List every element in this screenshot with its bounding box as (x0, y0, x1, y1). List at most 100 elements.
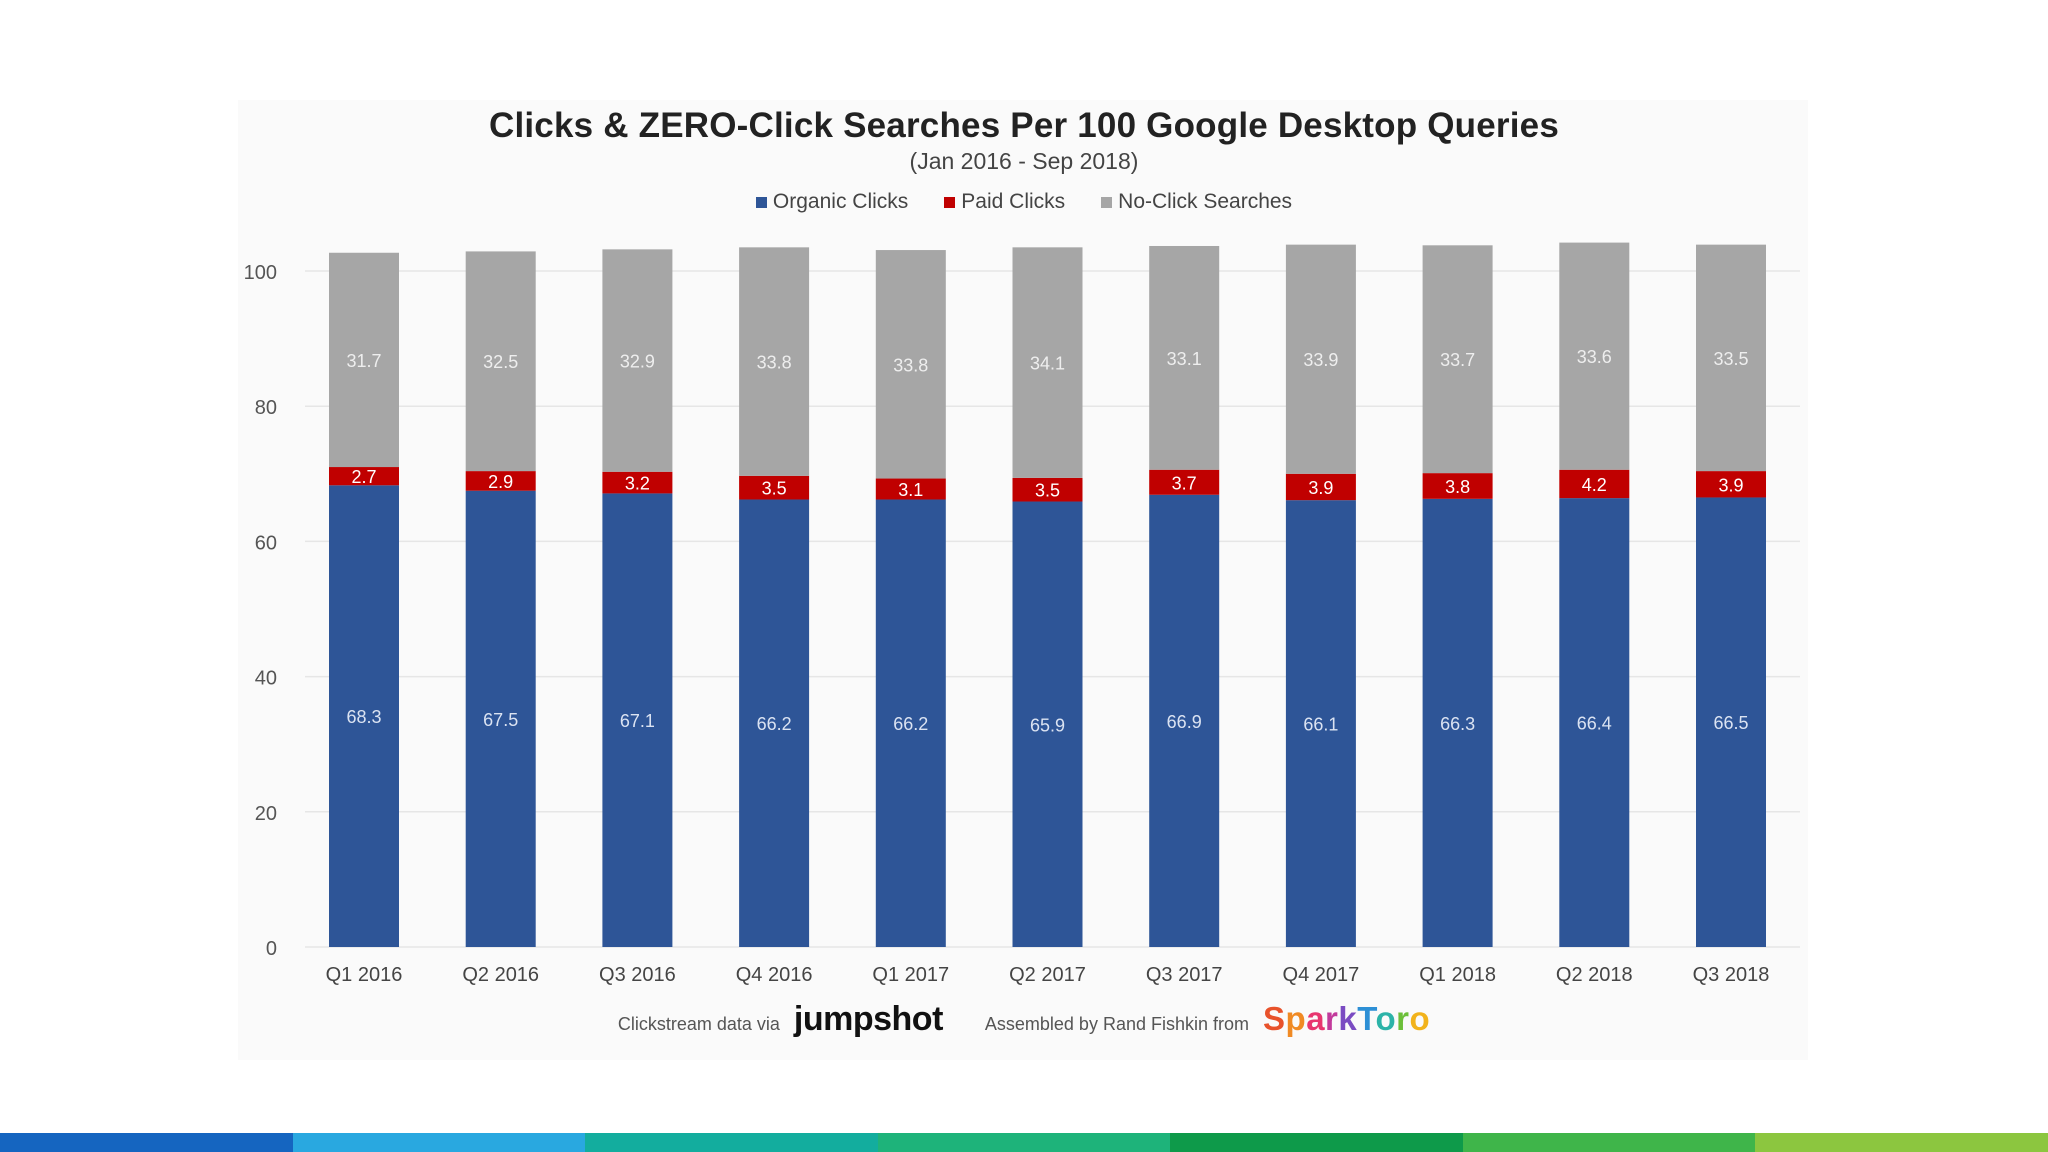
legend-item-organic: Organic Clicks (755, 190, 909, 214)
data-label: 66.4 (1577, 714, 1612, 734)
data-label: 3.8 (1445, 477, 1470, 497)
bar-segment (1285, 473, 1356, 501)
bar-segment (329, 485, 399, 947)
chart-legend: Organic Clicks Paid Clicks No-Click Sear… (0, 190, 2048, 214)
x-tick-label: Q3 2016 (599, 964, 676, 986)
bar-segment (1012, 247, 1083, 478)
bar-segment (875, 478, 946, 500)
legend-label-no-click: No-Click Searches (1118, 190, 1293, 213)
data-label: 68.3 (346, 707, 381, 727)
bar-segment (465, 490, 536, 947)
data-label: 66.5 (1713, 713, 1748, 733)
sparktoro-logo: SparkToro (1263, 1000, 1431, 1037)
bar-segment (1559, 498, 1630, 947)
data-label: 3.9 (1308, 478, 1333, 498)
bar-segment (1149, 494, 1220, 947)
bar-segment (1012, 501, 1083, 947)
y-tick-label: 0 (266, 938, 277, 960)
x-tick-label: Q1 2017 (872, 964, 949, 986)
y-tick-label: 80 (255, 397, 277, 419)
bar-segment (329, 252, 399, 468)
data-label: 34.1 (1030, 354, 1065, 374)
bar-segment (602, 493, 673, 947)
x-tick-label: Q1 2018 (1419, 964, 1496, 986)
data-label: 33.1 (1167, 349, 1202, 369)
legend-item-paid: Paid Clicks (944, 190, 1065, 214)
bar-segment (1559, 469, 1630, 499)
data-label: 32.5 (483, 352, 518, 372)
data-label: 33.8 (757, 353, 792, 373)
chart-title: Clicks & ZERO-Click Searches Per 100 Goo… (488, 106, 1559, 145)
data-label: 66.2 (893, 714, 928, 734)
data-label: 3.1 (898, 480, 923, 500)
bar-segment (875, 499, 946, 947)
data-label: 33.5 (1713, 349, 1748, 369)
legend-swatch-organic (755, 196, 767, 208)
data-label: 66.1 (1303, 715, 1338, 735)
bar-segment (739, 247, 810, 476)
data-label: 3.9 (1718, 475, 1743, 495)
data-label: 31.7 (346, 351, 381, 371)
jumpshot-logo: jumpshot (793, 1000, 943, 1038)
data-label: 3.7 (1172, 473, 1197, 493)
bar-segment (1285, 244, 1356, 474)
strip-segment (585, 1133, 878, 1152)
data-label: 33.9 (1303, 350, 1338, 370)
x-tick-label: Q2 2016 (462, 964, 539, 986)
data-label: 66.9 (1167, 712, 1202, 732)
bar-segment (465, 471, 536, 491)
legend-label-paid: Paid Clicks (961, 190, 1066, 213)
bottom-color-strip (0, 1133, 2048, 1152)
bar-segment (602, 249, 673, 472)
y-tick-label: 100 (244, 262, 277, 284)
legend-label-organic: Organic Clicks (772, 190, 909, 213)
data-label: 66.2 (757, 714, 792, 734)
x-tick-label: Q2 2018 (1556, 964, 1633, 986)
data-label: 67.1 (620, 711, 655, 731)
bar-segment (465, 251, 536, 472)
bar-segment (1149, 245, 1220, 470)
y-tick-label: 60 (255, 532, 277, 554)
chart-footer: Clickstream data via jumpshot Assembled … (0, 1000, 2048, 1039)
bar-segment (1422, 498, 1493, 947)
assembled-credit: Assembled by Rand Fishkin from (984, 1014, 1249, 1034)
bar-segment (1696, 471, 1766, 498)
bar-segment (602, 471, 673, 494)
x-tick-label: Q3 2018 (1693, 964, 1770, 986)
data-label: 3.2 (625, 474, 650, 494)
data-label: 67.5 (483, 710, 518, 730)
strip-segment (1755, 1133, 2048, 1152)
bar-segment (1149, 469, 1220, 495)
data-label: 3.5 (762, 479, 787, 499)
data-label: 33.8 (893, 355, 928, 375)
data-label: 32.9 (620, 352, 655, 372)
bar-segment (875, 250, 946, 479)
x-tick-label: Q1 2016 (326, 964, 403, 986)
bar-segment (329, 467, 399, 486)
bar-segment (1285, 500, 1356, 947)
legend-swatch-paid (944, 196, 956, 208)
bar-segment (1422, 473, 1493, 499)
data-label: 4.2 (1582, 475, 1607, 495)
data-label: 65.9 (1030, 715, 1065, 735)
clickstream-credit: Clickstream data via (617, 1014, 780, 1034)
data-label: 33.7 (1440, 350, 1475, 370)
strip-segment (0, 1133, 293, 1152)
x-tick-label: Q4 2017 (1283, 964, 1360, 986)
strip-segment (877, 1133, 1171, 1152)
y-tick-label: 20 (255, 803, 277, 825)
bar-segment (1422, 245, 1493, 474)
strip-segment (292, 1133, 586, 1152)
legend-swatch-no-click (1101, 196, 1113, 208)
bar-segment (739, 475, 810, 500)
bar-segment (1696, 244, 1766, 472)
x-tick-label: Q2 2017 (1009, 964, 1086, 986)
legend-item-no-click: No-Click Searches (1101, 190, 1292, 214)
strip-segment (1170, 1133, 1463, 1152)
strip-segment (1462, 1133, 1756, 1152)
x-tick-label: Q4 2016 (736, 964, 813, 986)
x-tick-label: Q3 2017 (1146, 964, 1223, 986)
data-label: 33.6 (1577, 347, 1612, 367)
chart-subtitle: (Jan 2016 - Sep 2018) (909, 148, 1139, 174)
